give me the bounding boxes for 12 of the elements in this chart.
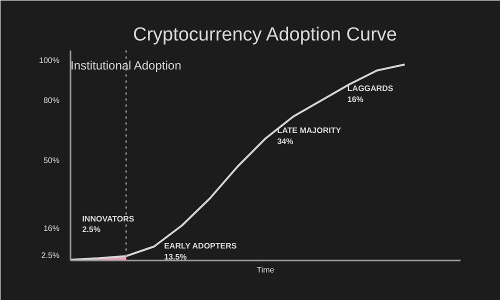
annotation: LATE MAJORITY 34% — [277, 126, 342, 146]
annotation: Institutional Adoption — [70, 58, 182, 72]
y-tick-label: 16% — [43, 224, 60, 233]
x-axis-title: Time — [256, 266, 275, 274]
annotation: LAGGARDS 16% — [347, 84, 394, 104]
y-tick-label: 2.5% — [41, 251, 60, 260]
annotation: EARLY ADOPTERS 13.5% — [164, 242, 238, 262]
chart-title: Cryptocurrency Adoption Curve — [132, 24, 397, 46]
y-tick-label: 100% — [39, 56, 60, 65]
annotation: INNOVATORS 2.5% — [82, 214, 135, 234]
y-tick-label: 80% — [43, 96, 60, 105]
y-tick-label: 50% — [43, 156, 60, 165]
